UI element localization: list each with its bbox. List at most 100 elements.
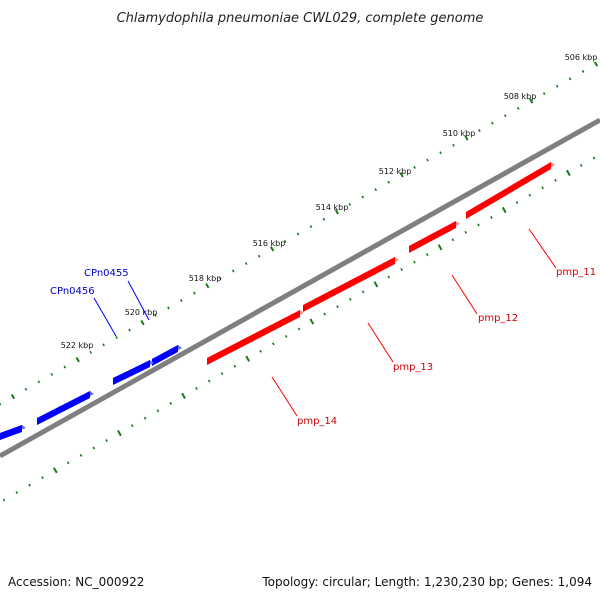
major-tick [269,246,275,252]
leader-line [93,297,117,337]
gene-bar[interactable] [466,162,551,219]
genome-summary-text: Topology: circular; Length: 1,230,230 bp… [261,575,592,589]
minor-tick [554,178,557,182]
minor-tick [2,498,6,502]
major-tick [181,392,186,400]
minor-tick [193,291,196,295]
minor-tick [503,114,507,118]
minor-tick [63,365,67,369]
minor-tick [400,268,403,272]
accession-text: Accession: NC_000922 [8,575,144,589]
minor-tick [309,225,313,229]
minor-tick [515,201,519,205]
minor-tick [425,253,429,257]
minor-tick [218,276,222,280]
minor-tick [41,476,44,480]
minor-tick [180,299,183,303]
minor-tick [28,483,31,487]
major-tick [75,356,80,363]
minor-tick [128,328,131,332]
minor-tick [259,349,262,353]
minor-tick [156,409,160,413]
minor-tick [296,232,300,236]
gene-bar[interactable] [303,257,395,312]
minor-tick [581,69,585,73]
minor-tick [231,269,235,273]
minor-tick [115,335,118,339]
minor-tick [15,491,19,495]
minor-tick [195,386,198,390]
minor-tick [451,238,455,242]
inner-tick-ring [2,156,596,502]
minor-tick [413,260,416,264]
major-tick [373,281,379,288]
minor-tick [130,424,134,428]
gene-bar[interactable] [152,345,178,366]
major-tick [529,98,534,104]
leader-line [367,322,394,363]
outer-tick-ring [0,61,599,406]
gene-bar[interactable] [207,310,300,365]
major-tick [593,61,599,67]
tick-label: 508 kbp [504,92,537,101]
tick-label: 522 kbp [61,341,94,350]
minor-tick [490,215,493,219]
minor-tick [426,158,429,162]
gene-bar[interactable] [113,360,150,385]
minor-tick [154,313,157,317]
minor-tick [541,186,545,190]
tick-label-group: 506 kbp 508 kbp 510 kbp 512 kbp 514 kbp 516 k… [61,53,598,350]
minor-tick [323,312,326,316]
minor-tick [79,453,83,457]
major-tick [117,429,122,437]
minor-tick [374,188,378,192]
major-tick [501,206,507,214]
minor-tick [348,202,352,206]
minor-tick [336,305,339,309]
minor-tick [452,143,455,147]
gene-bar[interactable] [37,391,90,425]
minor-tick [464,230,468,234]
major-tick [437,244,443,251]
minor-tick [348,297,352,301]
minor-tick [387,275,391,279]
minor-tick [102,343,105,347]
major-tick [464,135,469,141]
minor-tick [66,461,70,465]
gene-label: pmp_14 [297,416,337,427]
major-tick [10,393,16,400]
leader-line [451,274,478,315]
gene-bar[interactable] [0,425,22,440]
gene-bar[interactable] [409,221,456,253]
minor-tick [283,239,287,243]
backbone-line [0,117,600,459]
minor-tick [361,290,365,294]
tick-label: 506 kbp [565,53,598,62]
leader-line [127,280,150,321]
gene-label-group: CPn0455 CPn0456 pmp_11 pmp_12 pmp_13 pmp_14 [50,228,596,427]
minor-tick [387,180,391,184]
minor-tick [92,446,96,450]
minor-tick [413,165,416,169]
minor-tick [361,195,365,199]
minor-tick [322,217,326,221]
minor-tick [89,350,93,354]
minor-tick [207,379,211,383]
minor-tick [24,387,28,391]
minor-tick [257,254,261,258]
minor-tick [297,327,301,331]
minor-tick [105,439,108,443]
major-tick [309,318,315,325]
minor-tick [50,372,54,376]
minor-tick [272,342,275,346]
map-title: Chlamydophila pneumoniae CWL029, complet… [117,11,484,26]
minor-tick [143,416,147,420]
minor-tick [0,402,2,406]
minor-tick [592,156,596,160]
tick-label: 518 kbp [189,274,222,283]
major-tick [205,283,210,289]
gene-label: CPn0455 [84,268,129,279]
minor-tick [439,151,442,155]
major-tick [334,209,339,215]
